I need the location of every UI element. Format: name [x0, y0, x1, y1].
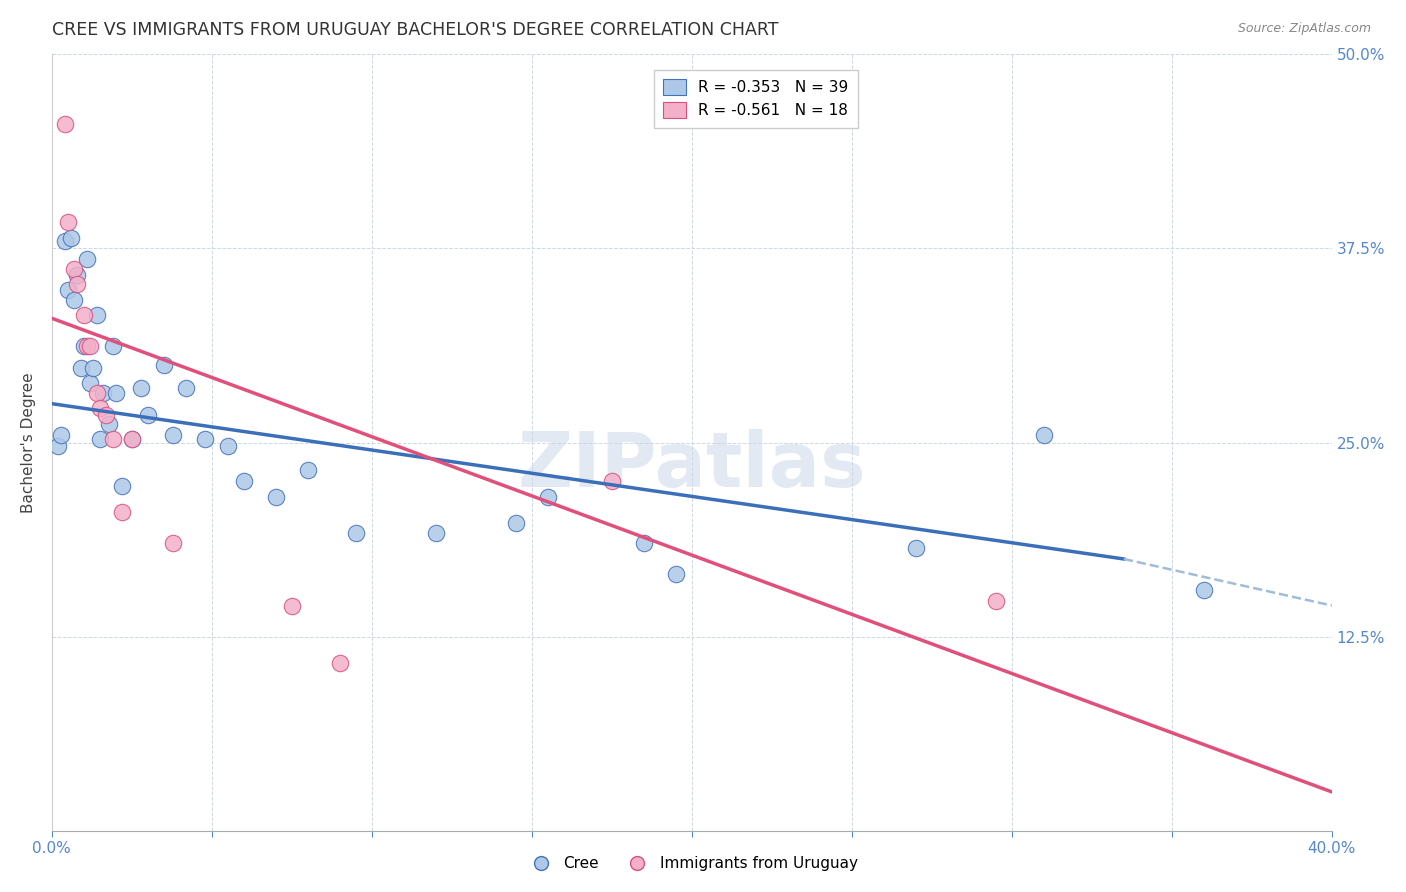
Point [66, 277, 89, 292]
Point [89, 401, 111, 416]
Point [96, 408, 118, 422]
Legend: Cree, Immigrants from Uruguay: Cree, Immigrants from Uruguay [519, 850, 865, 878]
Point [329, 656, 352, 670]
Point [264, 490, 287, 504]
Text: ZIPatlas: ZIPatlas [517, 429, 866, 503]
Point [56, 215, 79, 229]
Point [66, 268, 89, 282]
Point [79, 376, 101, 391]
Point [121, 433, 143, 447]
Point [60, 230, 83, 244]
Point [297, 463, 319, 477]
Point [69, 361, 91, 376]
Text: Source: ZipAtlas.com: Source: ZipAtlas.com [1237, 22, 1371, 36]
Point [91, 385, 114, 400]
Point [232, 475, 254, 489]
Point [1032, 427, 1054, 442]
Point [46, 439, 69, 453]
Point [76, 252, 98, 267]
Point [131, 381, 153, 395]
Point [53, 117, 76, 131]
Point [217, 439, 239, 453]
Point [76, 339, 98, 353]
Point [537, 490, 560, 504]
Point [51, 427, 73, 442]
Point [73, 339, 96, 353]
Point [79, 339, 101, 353]
Point [281, 599, 304, 613]
Point [344, 525, 367, 540]
Point [101, 339, 124, 353]
Point [904, 541, 927, 555]
Point [984, 594, 1007, 608]
Y-axis label: Bachelor's Degree: Bachelor's Degree [21, 372, 35, 513]
Point [665, 567, 688, 582]
Point [63, 293, 86, 307]
Point [1192, 582, 1215, 597]
Point [505, 516, 527, 531]
Point [121, 433, 143, 447]
Point [633, 536, 655, 550]
Point [89, 433, 111, 447]
Point [56, 283, 79, 297]
Point [73, 308, 96, 322]
Point [425, 525, 447, 540]
Point [63, 261, 86, 276]
Point [194, 433, 217, 447]
Point [174, 381, 197, 395]
Point [153, 358, 176, 372]
Point [104, 385, 127, 400]
Point [86, 385, 108, 400]
Point [53, 234, 76, 248]
Text: CREE VS IMMIGRANTS FROM URUGUAY BACHELOR'S DEGREE CORRELATION CHART: CREE VS IMMIGRANTS FROM URUGUAY BACHELOR… [52, 21, 779, 39]
Point [111, 505, 134, 519]
Point [86, 308, 108, 322]
Point [162, 427, 184, 442]
Point [162, 536, 184, 550]
Point [600, 475, 623, 489]
Point [111, 479, 134, 493]
Point [136, 408, 159, 422]
Point [98, 417, 121, 431]
Point [82, 361, 104, 376]
Point [101, 433, 124, 447]
